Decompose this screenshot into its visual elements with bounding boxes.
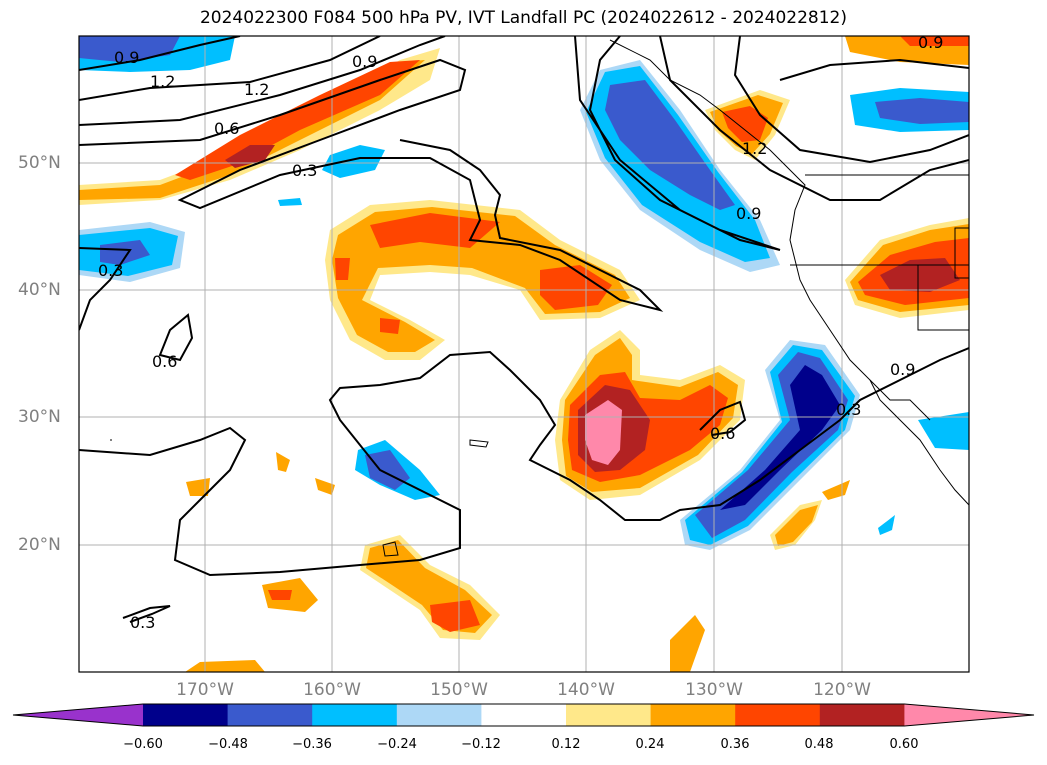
lon-label: 160°W bbox=[303, 680, 361, 700]
anomaly-positive-nw bbox=[175, 60, 420, 180]
map-panel: 0.9 1.2 1.2 0.6 0.9 0.3 0.3 0.6 0.9 1.2 … bbox=[78, 33, 970, 673]
colorbar-tick: −0.12 bbox=[461, 737, 501, 752]
colorbar-segment bbox=[143, 704, 229, 726]
anomaly-positive-central bbox=[370, 213, 500, 248]
lon-label: 140°W bbox=[557, 680, 615, 700]
lon-label: 130°W bbox=[685, 680, 743, 700]
colorbar-segment bbox=[312, 704, 398, 726]
contour-label: 0.3 bbox=[836, 400, 861, 419]
colorbar-tick: −0.60 bbox=[123, 737, 163, 752]
anomaly-negative-se bbox=[720, 365, 840, 510]
anomaly-positive-sw bbox=[315, 478, 335, 495]
contour-label: 0.6 bbox=[710, 424, 735, 443]
anomaly-negative-se2 bbox=[918, 412, 969, 450]
anomaly-negative-blob bbox=[278, 198, 302, 206]
colorbar-segment bbox=[819, 704, 905, 726]
colorbar-segment bbox=[396, 704, 482, 726]
contour-label: 0.9 bbox=[918, 33, 943, 52]
anomaly-negative-blob bbox=[322, 145, 385, 178]
colorbar bbox=[12, 703, 1035, 727]
contour-label: 0.9 bbox=[352, 52, 377, 71]
contour-label: 0.9 bbox=[114, 48, 139, 67]
anomaly-positive-sw bbox=[268, 590, 292, 600]
anomaly-positive-sw bbox=[430, 600, 480, 632]
anomaly-negative-west bbox=[100, 240, 150, 265]
lat-label: 20°N bbox=[18, 535, 61, 555]
lon-label: 150°W bbox=[430, 680, 488, 700]
map-title: 2024022300 F084 500 hPa PV, IVT Landfall… bbox=[199, 8, 847, 28]
colorbar-tick: −0.24 bbox=[377, 737, 417, 752]
anomaly-positive-se bbox=[822, 480, 850, 500]
colorbar-tick: 0.36 bbox=[720, 737, 750, 752]
anomaly-positive-central bbox=[540, 265, 612, 310]
contours bbox=[79, 36, 969, 623]
anomaly-positive-east bbox=[880, 258, 960, 292]
anomaly-positive-ne bbox=[722, 106, 768, 142]
contour-label: 0.6 bbox=[214, 119, 239, 138]
anomaly-positive-south bbox=[585, 400, 622, 465]
anomaly-positive-central bbox=[335, 258, 350, 280]
contour-label: 0.3 bbox=[98, 261, 123, 280]
anomaly-positive-central bbox=[380, 318, 400, 334]
anomaly-negative-coast bbox=[605, 80, 735, 210]
contour-labels: 0.9 1.2 1.2 0.6 0.9 0.3 0.3 0.6 0.9 1.2 … bbox=[98, 33, 943, 632]
colorbar-tick: −0.48 bbox=[208, 737, 248, 752]
colorbar-tick: 0.24 bbox=[635, 737, 665, 752]
colorbar-tick: 0.12 bbox=[551, 737, 581, 752]
contour-label: 1.2 bbox=[742, 139, 767, 158]
colorbar-tick: −0.36 bbox=[292, 737, 332, 752]
anomaly-positive-sw bbox=[276, 452, 290, 472]
colorbar-segment bbox=[566, 704, 652, 726]
contour-label: 0.3 bbox=[130, 613, 155, 632]
colorbar-tick: 0.60 bbox=[889, 737, 919, 752]
anomaly-negative-ne bbox=[875, 98, 969, 124]
contour-label: 1.2 bbox=[150, 72, 175, 91]
anomaly-positive-se bbox=[775, 505, 818, 546]
anomaly-negative-se2 bbox=[878, 515, 895, 535]
colorbar-segment bbox=[650, 704, 736, 726]
lon-label: 120°W bbox=[813, 680, 871, 700]
anomaly-positive-sw bbox=[670, 615, 705, 672]
colorbar-segment bbox=[227, 704, 313, 726]
map-background bbox=[79, 36, 969, 672]
colorbar-outline bbox=[12, 703, 1035, 727]
anomaly-positive-nw bbox=[225, 145, 275, 168]
colorbar-tick: 0.48 bbox=[804, 737, 834, 752]
contour-label: 0.9 bbox=[736, 204, 761, 223]
colorbar-segment bbox=[481, 704, 567, 726]
lat-label: 50°N bbox=[18, 153, 61, 173]
map-frame bbox=[78, 35, 970, 673]
anomaly-positive-sw bbox=[186, 478, 210, 496]
shaded-field bbox=[79, 36, 969, 672]
colorbar-extend-max bbox=[904, 704, 1034, 726]
contour-label: 0.9 bbox=[890, 360, 915, 379]
lat-label: 40°N bbox=[18, 280, 61, 300]
gridlines bbox=[79, 36, 969, 672]
lon-label: 170°W bbox=[176, 680, 234, 700]
contour-label: 1.2 bbox=[244, 80, 269, 99]
colorbar-segment bbox=[735, 704, 821, 726]
lat-label: 30°N bbox=[18, 407, 61, 427]
contour-label: 0.6 bbox=[152, 352, 177, 371]
contour-label: 0.3 bbox=[292, 161, 317, 180]
anomaly-positive-ne bbox=[900, 36, 969, 46]
colorbar-extend-min bbox=[13, 704, 143, 726]
